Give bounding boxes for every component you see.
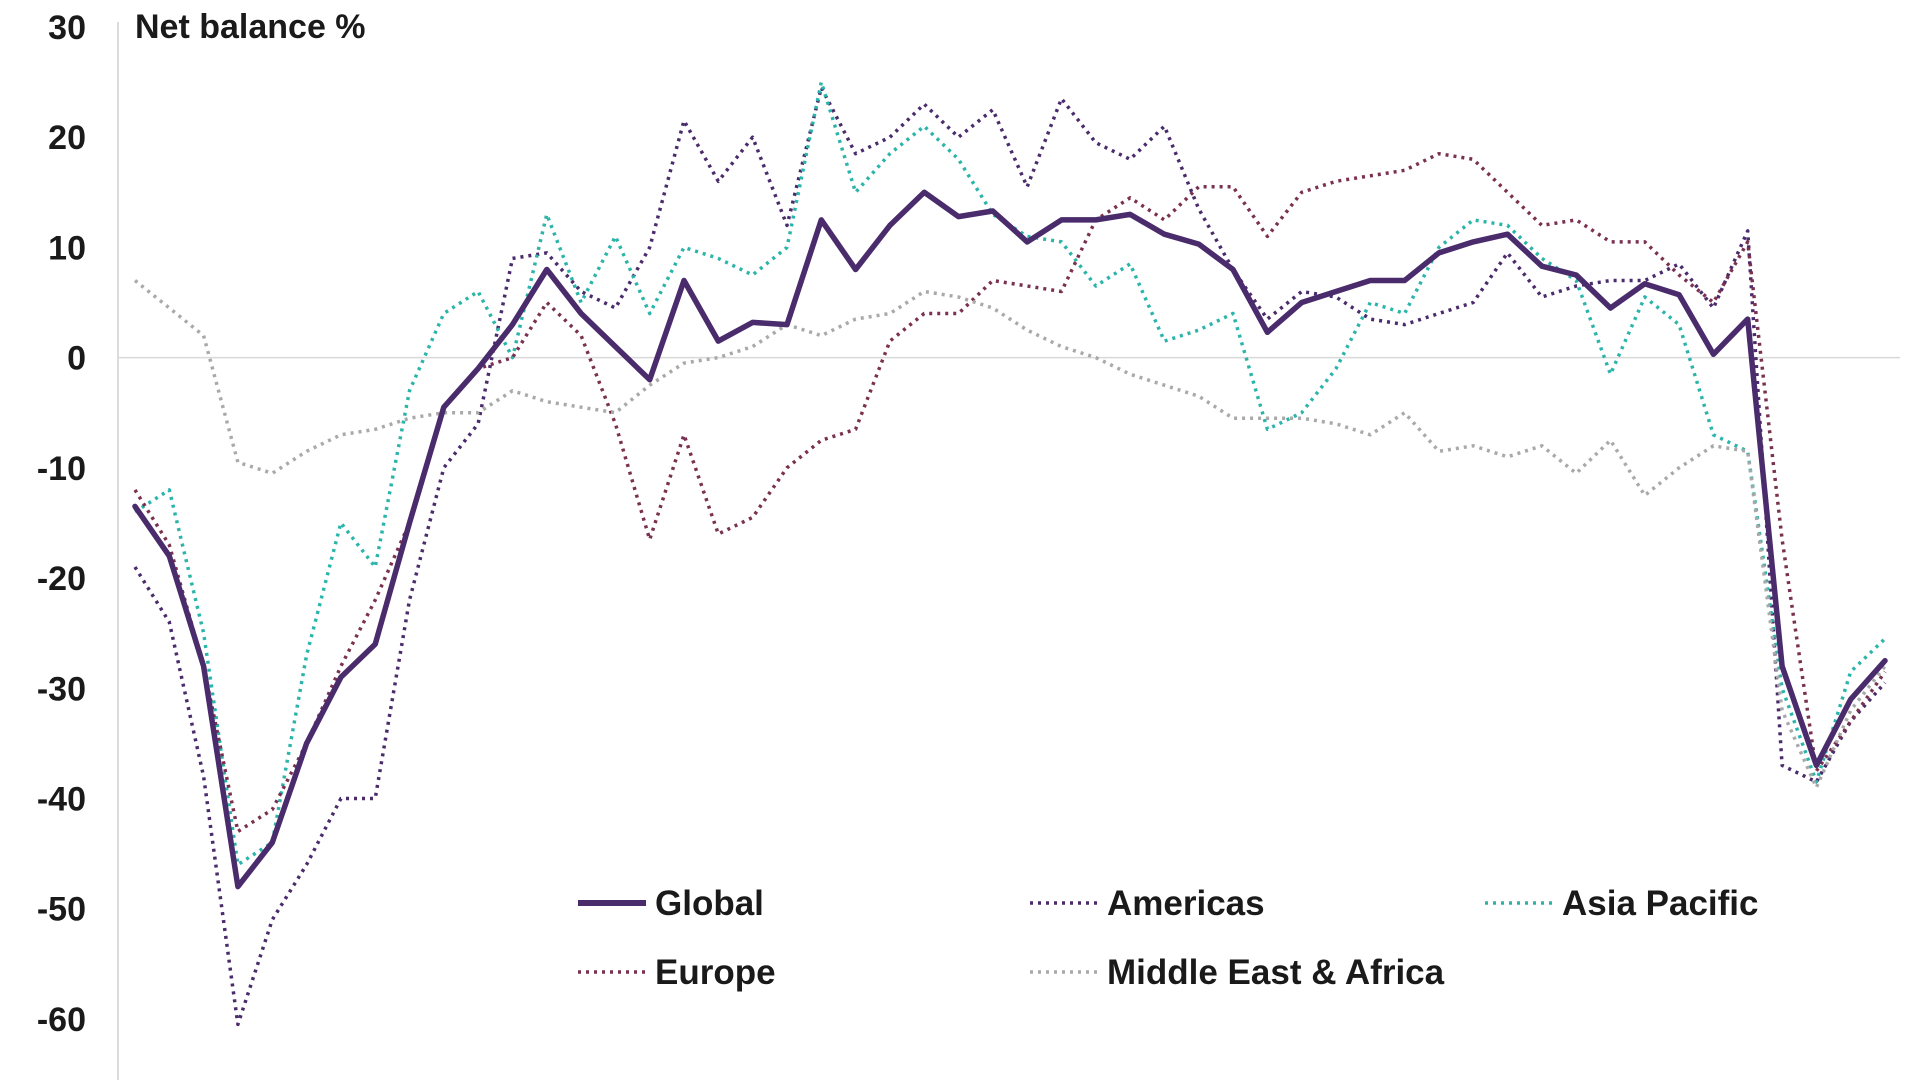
axes: 30 20 10 0 -10 -20 -30 -40 -50 -60 Net balance % [37,8,1900,1080]
legend-label-asia-pacific: Asia Pacific [1562,884,1759,923]
y-tick-label: -30 [37,670,86,708]
y-tick-label: -50 [37,891,86,929]
legend: Global Americas Asia Pacific Europe Middle E… [578,884,1759,992]
legend-label-europe: Europe [655,953,776,992]
y-tick-label: 0 [67,340,86,378]
series-line-global [132,189,1888,890]
y-tick-label: -60 [37,1001,86,1039]
y-axis-title: Net balance % [135,8,366,46]
series-line-middle-east-africa [133,279,1887,790]
y-tick-label: 10 [48,229,86,267]
series-line-europe [133,151,1887,834]
y-tick-label: -20 [37,560,86,598]
series-line-asia-pacific [134,80,1887,867]
series-line-americas [133,85,1887,1027]
y-tick-label: -40 [37,780,86,818]
legend-label-middle-east-africa: Middle East & Africa [1107,953,1445,992]
series-lines [132,80,1888,1027]
y-tick-label: -10 [37,450,86,488]
y-tick-label: 20 [48,119,86,157]
legend-label-americas: Americas [1107,884,1265,923]
legend-label-global: Global [655,884,764,923]
y-tick-label: 30 [48,9,86,47]
